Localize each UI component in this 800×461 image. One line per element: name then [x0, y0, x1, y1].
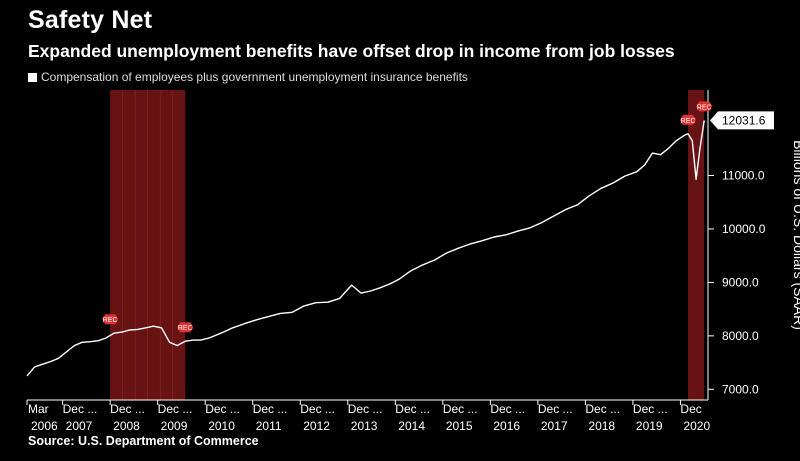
recession-marker-label: REC — [697, 104, 712, 111]
x-tick-year: 2013 — [351, 419, 378, 433]
x-tick-month: Dec ... — [158, 402, 193, 416]
x-tick-month: Dec ... — [490, 402, 525, 416]
x-tick-year: 2009 — [161, 419, 188, 433]
x-tick-year: 2010 — [208, 419, 235, 433]
recession-marker — [102, 314, 119, 325]
x-tick-month: Dec ... — [585, 402, 620, 416]
x-tick-month: Dec ... — [395, 402, 430, 416]
x-tick-year: 2019 — [636, 419, 663, 433]
recession-band-1 — [688, 90, 705, 400]
recession-marker-label: REC — [681, 118, 696, 125]
series-line — [26, 120, 705, 377]
x-tick-month: Dec ... — [205, 402, 240, 416]
x-tick-month: Dec ... — [538, 402, 573, 416]
x-tick-year: 2008 — [113, 419, 140, 433]
x-tick-year: 2017 — [541, 419, 568, 433]
y-tick-label: 10000.0 — [722, 222, 766, 236]
recession-marker-label: REC — [178, 325, 193, 332]
recession-marker — [696, 101, 713, 112]
x-tick-year: 2014 — [398, 419, 425, 433]
last-value-label: 12031.6 — [722, 113, 766, 127]
y-axis-label: Billions of U.S. Dollars (SAAR) — [791, 140, 800, 330]
source-note: Source: U.S. Department of Commerce — [28, 434, 259, 448]
x-tick-month: Mar — [28, 402, 49, 416]
x-tick-year: 2007 — [66, 419, 93, 433]
x-tick-month: Dec ... — [63, 402, 98, 416]
x-tick-month: Dec ... — [300, 402, 335, 416]
x-tick-year: 2015 — [446, 419, 473, 433]
y-tick-label: 7000.0 — [722, 382, 759, 396]
recession-marker — [680, 114, 697, 125]
x-tick-month: Dec — [680, 402, 701, 416]
recession-marker — [177, 322, 194, 333]
x-tick-year: 2020 — [683, 419, 710, 433]
y-tick-label: 9000.0 — [722, 275, 759, 289]
legend-swatch — [28, 72, 37, 82]
x-tick-year: 2018 — [588, 419, 615, 433]
x-tick-year: 2016 — [493, 419, 520, 433]
legend-label: Compensation of employees plus governmen… — [41, 70, 468, 84]
x-tick-year: 2012 — [303, 419, 330, 433]
chart-title: Safety Net — [28, 6, 153, 34]
x-tick-month: Dec ... — [633, 402, 668, 416]
last-value-callout — [710, 111, 774, 130]
x-tick-month: Dec ... — [110, 402, 145, 416]
y-tick-label: 11000.0 — [722, 169, 765, 183]
recession-marker-label: REC — [103, 317, 118, 324]
x-tick-year: 2006 — [31, 419, 58, 433]
x-tick-month: Dec ... — [443, 402, 478, 416]
legend: Compensation of employees plus governmen… — [28, 70, 468, 84]
x-tick-year: 2011 — [256, 419, 282, 433]
y-tick-label: 8000.0 — [722, 329, 759, 343]
x-tick-month: Dec ... — [348, 402, 383, 416]
chart-subtitle: Expanded unemployment benefits have offs… — [28, 41, 675, 61]
x-tick-month: Dec ... — [253, 402, 288, 416]
